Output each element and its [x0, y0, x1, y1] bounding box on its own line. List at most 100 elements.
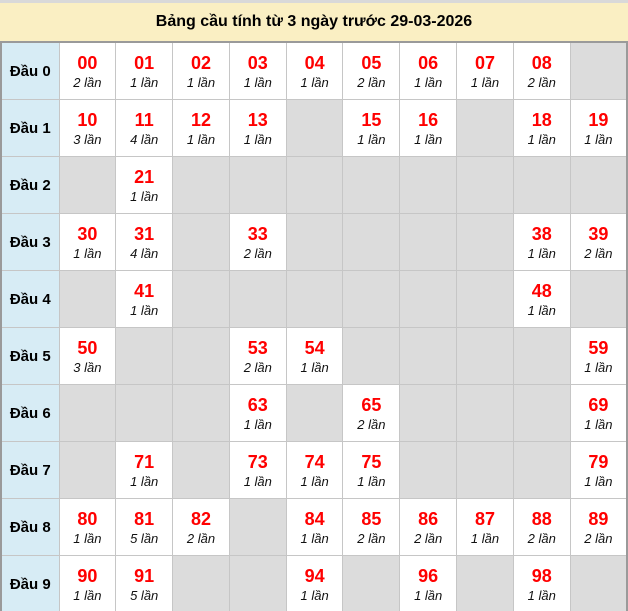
number-cell: 75 1 lần — [342, 441, 401, 499]
number-cell: 87 1 lần — [456, 498, 514, 556]
number-cell: 38 1 lần — [512, 213, 571, 271]
occurrence-count: 1 lần — [527, 245, 556, 261]
occurrence-count: 1 lần — [300, 359, 329, 375]
empty-cell — [58, 441, 117, 499]
lottery-number: 73 — [247, 451, 268, 472]
lottery-number: 75 — [361, 451, 382, 472]
row-header: Đầu 6 — [0, 384, 60, 442]
number-cell: 05 2 lần — [342, 41, 401, 100]
empty-cell — [399, 327, 458, 385]
lottery-number: 02 — [190, 52, 211, 73]
table-row: Đầu 0 00 2 lần 01 1 lần 02 1 lần 03 1 lần 04 1 lần… — [0, 41, 628, 100]
occurrence-count: 1 lần — [414, 587, 443, 603]
occurrence-count: 5 lần — [130, 587, 159, 603]
number-cell: 65 2 lần — [342, 384, 401, 442]
number-cell: 94 1 lần — [285, 555, 344, 611]
occurrence-count: 1 lần — [130, 302, 159, 318]
occurrence-count: 2 lần — [186, 530, 216, 546]
lottery-number: 11 — [134, 109, 154, 130]
occurrence-count: 1 lần — [470, 74, 500, 90]
occurrence-count: 1 lần — [357, 131, 386, 147]
empty-cell — [512, 384, 571, 442]
table-row: Đầu 8 80 1 lần 81 5 lần 82 2 lần 84 1 lần 85 2 lần… — [0, 498, 628, 556]
empty-cell — [172, 441, 230, 499]
lottery-number: 88 — [531, 508, 552, 529]
number-cell: 21 1 lần — [115, 156, 174, 214]
empty-cell — [342, 555, 401, 611]
occurrence-count: 1 lần — [527, 587, 556, 603]
number-cell: 63 1 lần — [228, 384, 287, 442]
lottery-number: 04 — [304, 52, 325, 73]
number-cell: 50 3 lần — [58, 327, 117, 385]
empty-cell — [456, 384, 514, 442]
lottery-number: 13 — [247, 109, 268, 130]
occurrence-count: 1 lần — [527, 302, 556, 318]
lottery-number: 38 — [531, 223, 552, 244]
occurrence-count: 1 lần — [130, 188, 159, 204]
number-cell: 74 1 lần — [285, 441, 344, 499]
lottery-number: 79 — [588, 451, 609, 472]
occurrence-count: 1 lần — [243, 74, 272, 90]
occurrence-count: 2 lần — [584, 245, 613, 261]
lottery-number: 63 — [247, 394, 268, 415]
table-title: Bảng cầu tính từ 3 ngày trước 29-03-2026 — [0, 3, 628, 41]
occurrence-count: 1 lần — [186, 131, 216, 147]
occurrence-count: 1 lần — [130, 473, 159, 489]
lottery-number: 00 — [77, 52, 98, 73]
table-row: Đầu 2 21 1 lần — [0, 156, 628, 214]
lottery-number: 12 — [190, 109, 211, 130]
lottery-number: 08 — [531, 52, 552, 73]
number-cell: 19 1 lần — [569, 99, 628, 157]
number-cell: 00 2 lần — [58, 41, 117, 100]
lottery-number: 10 — [77, 109, 98, 130]
table-row: Đầu 6 63 1 lần 65 2 lần 69 1 lần — [0, 384, 628, 442]
empty-cell — [456, 555, 514, 611]
occurrence-count: 1 lần — [243, 473, 272, 489]
number-cell: 82 2 lần — [172, 498, 230, 556]
occurrence-count: 1 lần — [300, 74, 329, 90]
table-row: Đầu 5 50 3 lần 53 2 lần 54 1 lần 59 1 lần — [0, 327, 628, 385]
number-cell: 16 1 lần — [399, 99, 458, 157]
occurrence-count: 2 lần — [527, 74, 556, 90]
lottery-number: 82 — [190, 508, 211, 529]
number-cell: 07 1 lần — [456, 41, 514, 100]
empty-cell — [456, 156, 514, 214]
occurrence-count: 1 lần — [584, 473, 613, 489]
empty-cell — [512, 156, 571, 214]
empty-cell — [342, 270, 401, 328]
table-row: Đầu 3 30 1 lần 31 4 lần 33 2 lần 38 1 lần 39 2 lần — [0, 213, 628, 271]
empty-cell — [569, 555, 628, 611]
occurrence-count: 2 lần — [527, 530, 556, 546]
table-row: Đầu 7 71 1 lần 73 1 lần 74 1 lần 75 1 lần 79 1 lần — [0, 441, 628, 499]
empty-cell — [115, 327, 174, 385]
empty-cell — [399, 213, 458, 271]
number-cell: 86 2 lần — [399, 498, 458, 556]
occurrence-count: 1 lần — [300, 473, 329, 489]
empty-cell — [115, 384, 174, 442]
number-cell: 79 1 lần — [569, 441, 628, 499]
lottery-number: 06 — [418, 52, 439, 73]
empty-cell — [172, 384, 230, 442]
table-row: Đầu 4 41 1 lần 48 1 lần — [0, 270, 628, 328]
lottery-number: 85 — [361, 508, 382, 529]
occurrence-count: 2 lần — [73, 74, 102, 90]
number-cell: 01 1 lần — [115, 41, 174, 100]
lottery-number: 39 — [588, 223, 609, 244]
number-cell: 08 2 lần — [512, 41, 571, 100]
bridge-prediction-table: Đầu 0 00 2 lần 01 1 lần 02 1 lần 03 1 lần 04 1 lần… — [0, 41, 628, 611]
lottery-number: 48 — [531, 280, 552, 301]
empty-cell — [58, 384, 117, 442]
occurrence-count: 1 lần — [243, 131, 272, 147]
occurrence-count: 1 lần — [73, 245, 102, 261]
lottery-number: 07 — [474, 52, 495, 73]
lottery-number: 96 — [418, 565, 439, 586]
empty-cell — [512, 441, 571, 499]
number-cell: 06 1 lần — [399, 41, 458, 100]
number-cell: 84 1 lần — [285, 498, 344, 556]
occurrence-count: 1 lần — [300, 587, 329, 603]
occurrence-count: 2 lần — [414, 530, 443, 546]
row-header: Đầu 5 — [0, 327, 60, 385]
number-cell: 31 4 lần — [115, 213, 174, 271]
lottery-number: 01 — [134, 52, 155, 73]
number-cell: 53 2 lần — [228, 327, 287, 385]
